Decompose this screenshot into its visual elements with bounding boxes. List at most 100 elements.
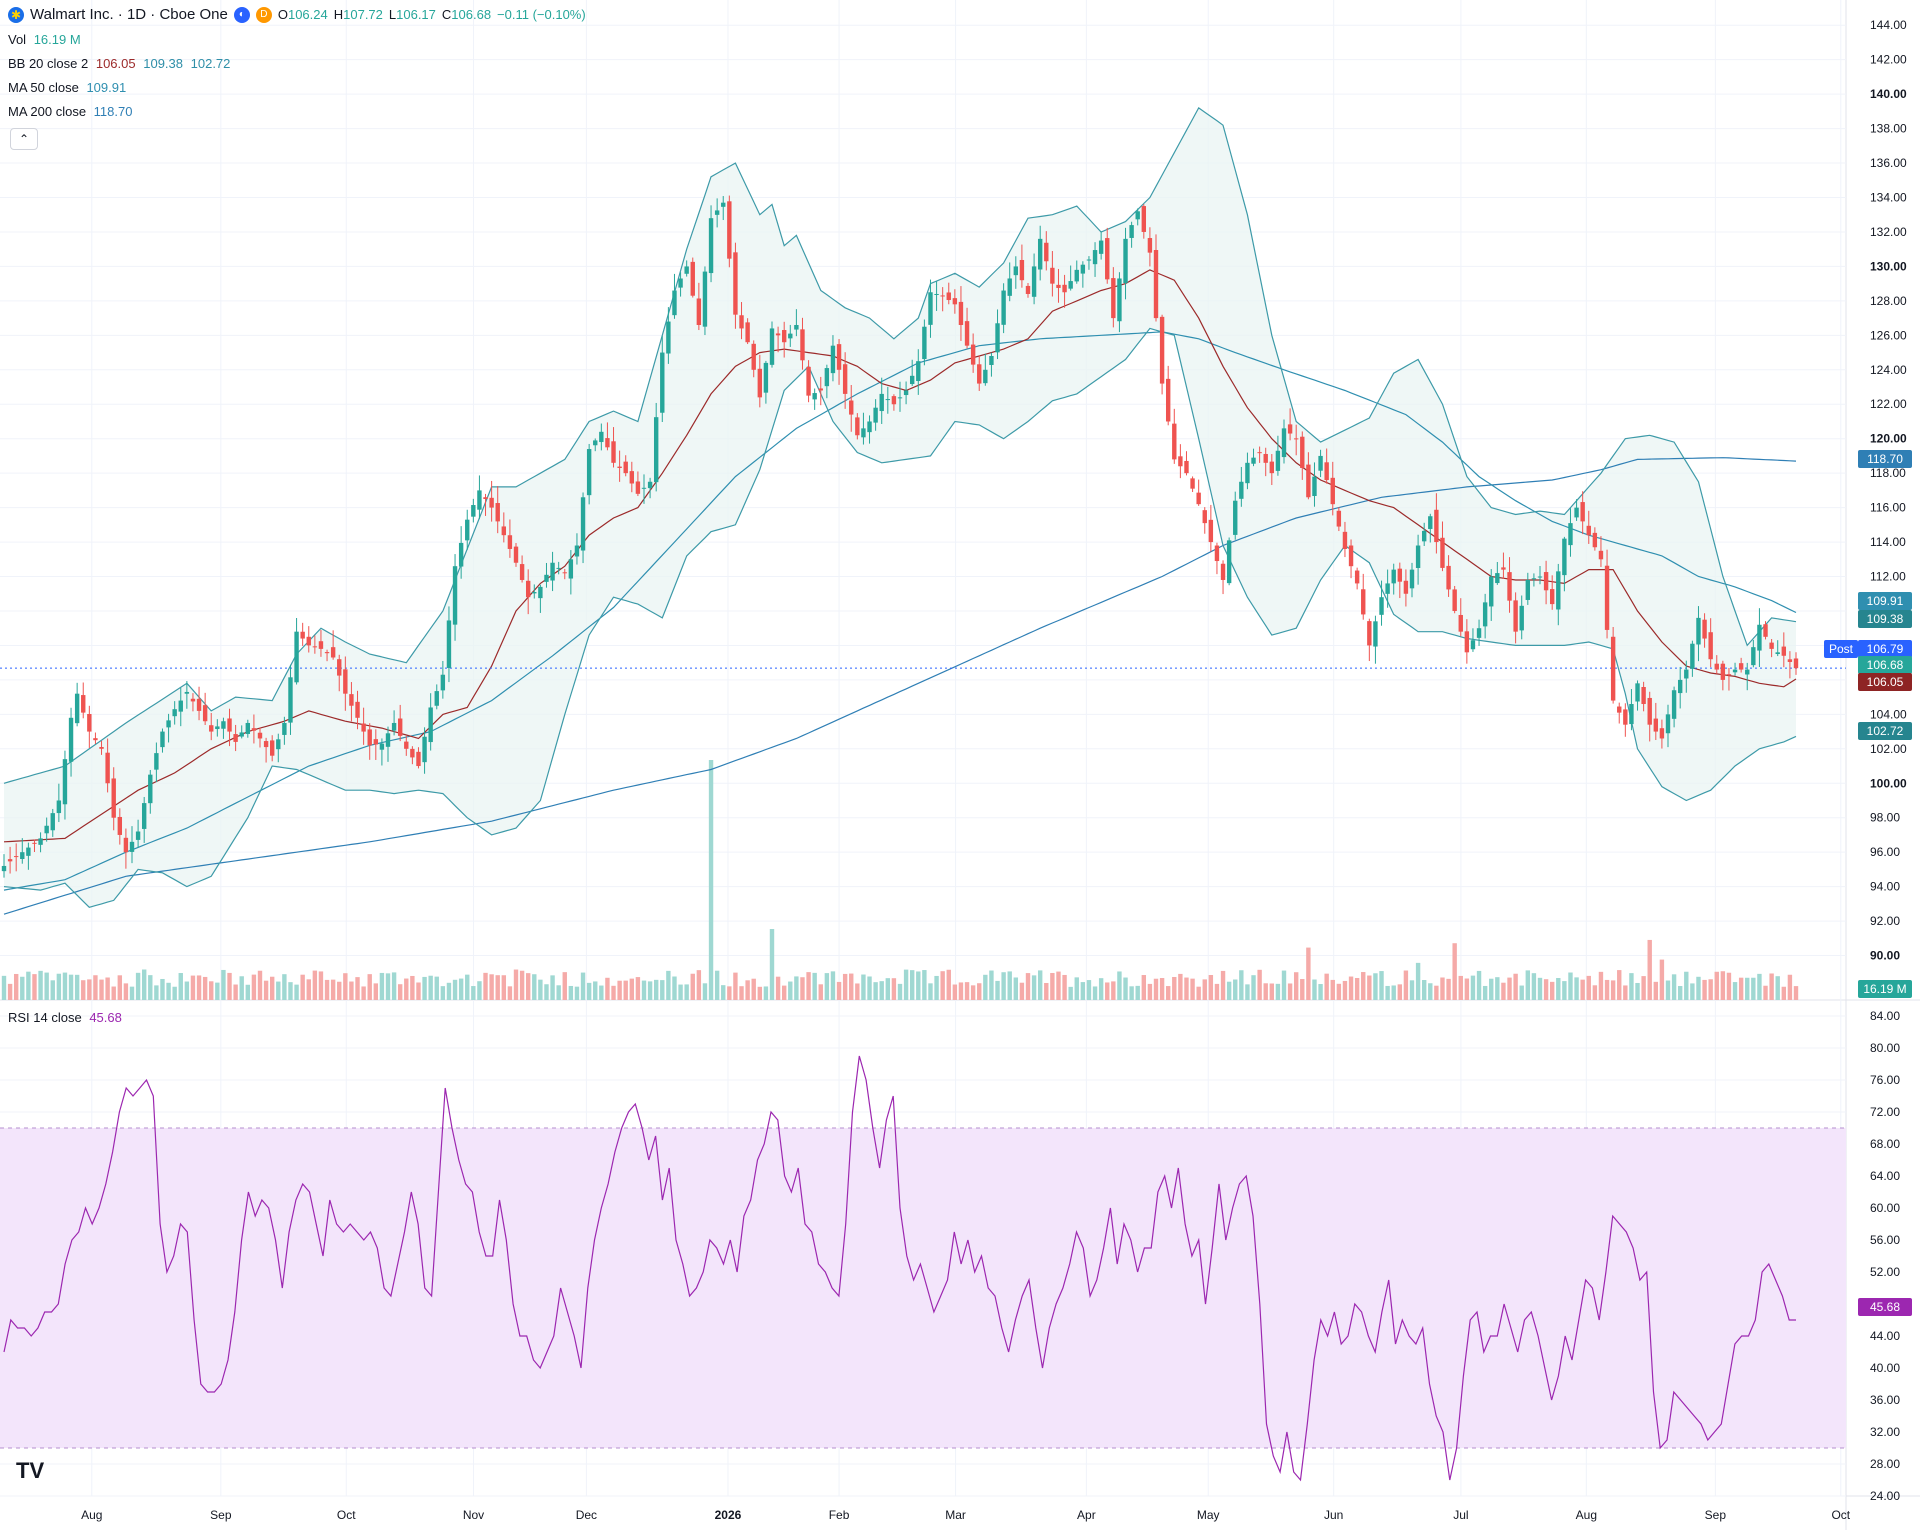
candle-body — [1586, 525, 1591, 536]
volume-bar — [897, 983, 903, 1000]
volume-bar — [1446, 978, 1451, 1000]
time-axis[interactable]: Aug Sep Oct Nov Dec 2026 Feb Mar Apr May Jun Jul Aug… — [81, 1508, 1851, 1522]
candle-body — [1610, 636, 1616, 701]
price-tick-label: 144.00 — [1870, 18, 1907, 32]
candle-body — [1080, 264, 1086, 274]
candle-body — [1690, 643, 1695, 669]
candle-body — [465, 519, 470, 541]
candle-body — [38, 838, 43, 845]
candle-body — [1537, 576, 1543, 578]
bb-legend[interactable]: BB 20 close 2 106.05 109.38 102.72 — [8, 56, 230, 72]
volume-bar — [1482, 985, 1488, 1000]
volume-bar — [946, 969, 951, 1000]
candle-body — [1513, 600, 1518, 632]
candle-body — [251, 728, 257, 731]
candle-body — [1470, 640, 1476, 650]
volume-bar — [1019, 982, 1025, 1000]
ma50-legend[interactable]: MA 50 close 109.91 — [8, 80, 126, 96]
candle-body — [745, 322, 750, 343]
candle-body — [1031, 266, 1037, 297]
volume-bar — [855, 983, 860, 1000]
candle-body — [1647, 697, 1652, 725]
volume-bar — [788, 981, 793, 1000]
candle-body — [1165, 378, 1171, 422]
volume-bar — [1379, 971, 1384, 1000]
candle-body — [1105, 238, 1110, 280]
price-axis[interactable]: 144.00 142.00 140.00 138.00 136.00 134.00 132.… — [1870, 18, 1907, 1503]
volume-bar — [62, 972, 68, 1000]
candle-body — [1153, 250, 1159, 319]
candle-body — [227, 718, 232, 732]
volume-bar — [1056, 971, 1061, 1000]
volume-bar — [1324, 973, 1329, 1000]
volume-bar — [245, 984, 251, 1000]
candle-body — [410, 748, 415, 758]
candle-body — [385, 733, 391, 747]
candlesticks[interactable] — [1, 195, 1799, 878]
candle-body — [1300, 436, 1305, 468]
candle-body — [794, 324, 799, 330]
collapse-legend-button[interactable]: ⌃ — [10, 128, 38, 150]
candle-body — [422, 736, 427, 763]
volume-bar — [1226, 981, 1232, 1000]
volume-bar — [397, 984, 403, 1000]
volume-bar — [1684, 971, 1689, 1000]
volume-bar — [105, 977, 110, 1000]
candle-body — [861, 428, 866, 438]
price-tick-label: 130.00 — [1870, 259, 1907, 273]
candle-body — [1556, 571, 1561, 610]
volume-bar — [1111, 981, 1116, 1000]
volume-bar — [1385, 985, 1390, 1000]
candle-body — [714, 210, 720, 215]
tradingview-logo[interactable]: TV — [16, 1458, 45, 1483]
volume-bar — [26, 971, 31, 1000]
candle-body — [1562, 538, 1567, 576]
volume-bar — [1354, 977, 1360, 1000]
candle-body — [909, 375, 915, 385]
time-tick-label: Mar — [945, 1508, 966, 1522]
symbol-icon[interactable]: ✱ — [8, 6, 24, 23]
volume-bar — [1147, 983, 1153, 1000]
volume-bar — [507, 986, 513, 1000]
candle-body — [495, 503, 500, 522]
candle-body — [1568, 523, 1573, 546]
candle-body — [123, 837, 129, 853]
candle-body — [940, 295, 945, 297]
candle-body — [1604, 565, 1610, 630]
rsi-line — [3, 1055, 1796, 1482]
volume-bar — [501, 975, 507, 1000]
volume-bar — [1342, 980, 1348, 1000]
volume-bar — [1751, 977, 1756, 1000]
candle-body — [1592, 532, 1598, 548]
volume-bar — [20, 976, 25, 1000]
rsi-tick-label: 44.00 — [1870, 1329, 1900, 1343]
candle-body — [1702, 619, 1707, 639]
volume-bar — [721, 985, 726, 1000]
candle-body — [1458, 614, 1463, 632]
volume-bar — [1720, 971, 1726, 1000]
candle-body — [1178, 456, 1183, 467]
market-status-icon[interactable]: ◐ — [233, 6, 250, 23]
candle-body — [727, 201, 732, 259]
volume-value: 16.19 M — [33, 32, 81, 47]
volume-legend[interactable]: Vol 16.19 M — [8, 32, 81, 48]
candle-body — [617, 466, 622, 468]
volume-bar — [1403, 970, 1409, 1000]
candle-body — [87, 714, 92, 732]
ma200-legend[interactable]: MA 200 close 118.70 — [8, 104, 132, 120]
price-tick-label: 128.00 — [1870, 294, 1907, 308]
symbol-title[interactable]: Walmart Inc. · 1D · Cboe One — [30, 6, 228, 23]
candle-body — [989, 356, 994, 365]
rsi-tick-label: 76.00 — [1870, 1073, 1900, 1087]
price-tick-label: 126.00 — [1870, 328, 1907, 342]
rsi-legend[interactable]: RSI 14 close 45.68 — [8, 1010, 122, 1026]
delayed-data-icon[interactable]: D — [255, 6, 272, 23]
volume-bar — [1348, 976, 1354, 1000]
high-value: 107.72 — [343, 7, 383, 22]
volume-bar — [1245, 984, 1250, 1000]
candle-body — [599, 431, 604, 443]
volume-bar — [525, 973, 531, 1000]
candle-body — [593, 440, 598, 446]
change-value: −0.11 (−0.10%) — [497, 7, 586, 22]
